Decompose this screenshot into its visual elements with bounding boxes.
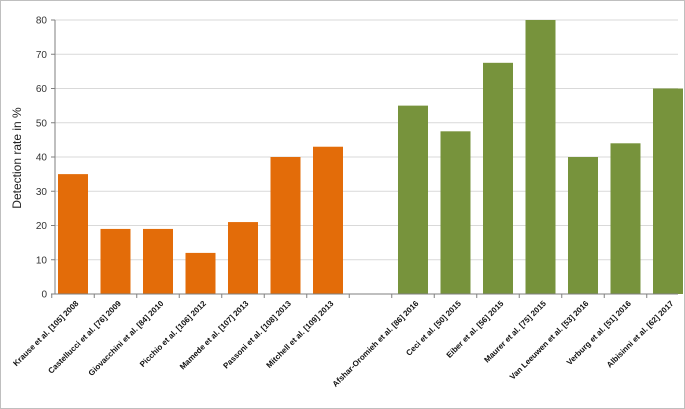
x-category-label: Mamede et al. [107] 2013 xyxy=(178,299,251,372)
bar-maurer xyxy=(525,20,556,294)
bar-afshar-oromieh xyxy=(398,105,428,294)
x-category-label: Castellucci et al. [76] 2009 xyxy=(46,299,123,376)
bar-castellucci xyxy=(100,228,131,294)
y-tick-label: 40 xyxy=(36,153,48,164)
y-tick-label: 20 xyxy=(36,221,48,232)
y-tick-label: 70 xyxy=(36,50,48,61)
bar-mitchell xyxy=(313,146,343,294)
y-tick-label: 10 xyxy=(36,255,48,266)
bar-krause xyxy=(58,174,88,294)
y-tick-label: 50 xyxy=(36,118,48,129)
bars xyxy=(58,20,683,294)
y-axis-title: Detection rate in % xyxy=(10,107,24,209)
y-tick-label: 60 xyxy=(36,84,48,95)
bar-eiber xyxy=(483,62,513,294)
bar-picchio xyxy=(185,252,216,294)
x-category-label: Afshar-Oromieh et al. [86] 2016 xyxy=(331,299,421,389)
x-category-label: Passoni et al. [108] 2013 xyxy=(221,299,293,371)
y-axis: 0 10 20 30 40 50 60 70 80 xyxy=(36,16,56,301)
y-tick-label: 30 xyxy=(36,187,48,198)
bar-albisinni xyxy=(653,88,683,294)
bar-passoni xyxy=(270,157,301,294)
x-category-label: Giovacchini et al. [84] 2010 xyxy=(87,299,166,378)
bar-mamede xyxy=(228,222,258,294)
y-tick-label: 80 xyxy=(36,16,48,27)
x-category-label: Van Leeuwen et al. [53] 2016 xyxy=(508,299,591,382)
y-tick-label: 0 xyxy=(41,290,47,301)
bar-verburg xyxy=(610,143,641,294)
bar-giovacchini xyxy=(143,228,173,294)
bar-ceci xyxy=(440,131,471,294)
bar-van xyxy=(568,157,598,294)
